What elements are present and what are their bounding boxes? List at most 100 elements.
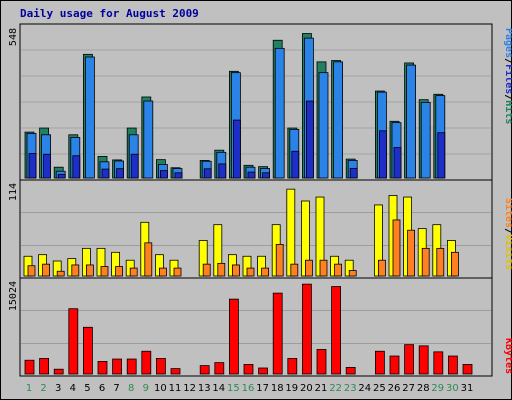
bar-pages [437, 132, 446, 179]
bar-kbytes [433, 351, 444, 375]
legend-sites-visits: Sites/Visits [503, 198, 512, 270]
legend-pages-files-hits: Pages/Files/Hits [503, 28, 512, 124]
legend-sites: Sites [503, 198, 512, 228]
bar-sites [86, 264, 94, 277]
bar-sites [290, 263, 299, 277]
bar-kbytes [331, 286, 342, 375]
bar-pages [218, 163, 227, 179]
bar-kbytes [155, 358, 166, 375]
x-label: 12 [183, 383, 196, 394]
legend-sep-1: / [503, 58, 512, 64]
bar-pages [247, 171, 256, 179]
x-label: 19 [285, 383, 298, 394]
bar-kbytes [170, 368, 181, 375]
x-label: 9 [143, 383, 149, 394]
legend-files: Files [503, 64, 512, 94]
bar-kbytes [447, 355, 458, 375]
bar-sites [144, 242, 153, 277]
bar-kbytes [272, 292, 283, 375]
x-label: 8 [128, 383, 134, 394]
bar-pages [349, 167, 358, 179]
bar-sites [436, 247, 445, 277]
bar-kbytes [112, 358, 122, 375]
x-label: 6 [99, 383, 105, 394]
bar-visits [286, 188, 296, 277]
bar-kbytes [141, 350, 152, 375]
bar-files [420, 101, 431, 179]
ymax-visits-label: 114 [8, 183, 19, 201]
bar-sites [421, 247, 430, 277]
x-label: 3 [55, 383, 61, 394]
bar-kbytes [53, 368, 64, 375]
chart-title: Daily usage for August 2009 [20, 7, 199, 20]
bar-files [333, 61, 344, 179]
bar-kbytes [301, 283, 312, 375]
bar-pages [174, 172, 183, 179]
bar-pages [72, 155, 81, 179]
bar-kbytes [228, 298, 239, 375]
bar-sites [129, 267, 138, 277]
x-label: 28 [417, 383, 430, 394]
x-label: 16 [242, 383, 255, 394]
bar-sites [334, 263, 343, 277]
x-axis-labels: 1 2 3 4 5 6 7 8 9 10 11 12 13 14 15 16 17 18 19 20 21 22 23 24 2… [26, 383, 474, 394]
bars [23, 33, 473, 375]
x-label: 26 [388, 383, 401, 394]
bar-sites [158, 267, 167, 277]
bar-files [274, 47, 285, 179]
legend-kbytes: KBytes [503, 338, 512, 374]
bar-pages [262, 172, 271, 179]
x-label: 25 [373, 383, 386, 394]
bar-kbytes [418, 345, 429, 375]
bar-sites [319, 259, 328, 277]
x-label: 29 [431, 383, 444, 394]
bar-pages [130, 153, 139, 179]
bar-kbytes [287, 358, 298, 375]
legend-visits: Visits [503, 234, 512, 270]
x-label: 18 [271, 383, 284, 394]
bar-sites [304, 259, 313, 277]
bar-pages [116, 168, 124, 179]
bar-kbytes [389, 355, 400, 375]
bar-sites [407, 229, 416, 277]
bar-pages [43, 153, 51, 179]
bar-kbytes [199, 365, 210, 375]
bar-sites [246, 267, 255, 277]
x-label: 15 [227, 383, 240, 394]
bar-pages [291, 150, 300, 179]
x-label: 2 [40, 383, 46, 394]
bar-kbytes [345, 367, 356, 375]
bar-kbytes [374, 350, 385, 375]
bar-kbytes [83, 326, 93, 375]
x-label: 21 [315, 383, 328, 394]
x-label: 4 [70, 383, 76, 394]
x-label: 1 [26, 383, 32, 394]
bar-pages [232, 119, 241, 179]
bar-files [318, 72, 329, 179]
legend-hits: Hits [503, 100, 512, 124]
bar-sites [202, 263, 211, 277]
bar-sites [450, 251, 459, 277]
bar-sites [217, 262, 226, 277]
bar-kbytes [68, 308, 79, 375]
x-label: 22 [329, 383, 342, 394]
x-label: 24 [358, 383, 371, 394]
legend-sep-2: / [503, 94, 512, 100]
bar-pages [57, 173, 66, 179]
bar-kbytes [404, 344, 415, 375]
bar-sites [275, 244, 284, 277]
bar-sites [173, 267, 182, 277]
x-label: 17 [256, 383, 269, 394]
x-label: 23 [344, 383, 357, 394]
bar-pages [305, 100, 314, 179]
bar-sites [261, 267, 270, 277]
bar-sites [377, 259, 386, 277]
bar-sites [42, 263, 50, 277]
bar-sites [231, 264, 240, 277]
bar-pages [28, 153, 37, 179]
bar-kbytes [243, 364, 254, 375]
bar-files [143, 100, 154, 179]
bar-pages [159, 170, 168, 179]
bar-sites [56, 270, 65, 277]
x-label: 5 [84, 383, 90, 394]
